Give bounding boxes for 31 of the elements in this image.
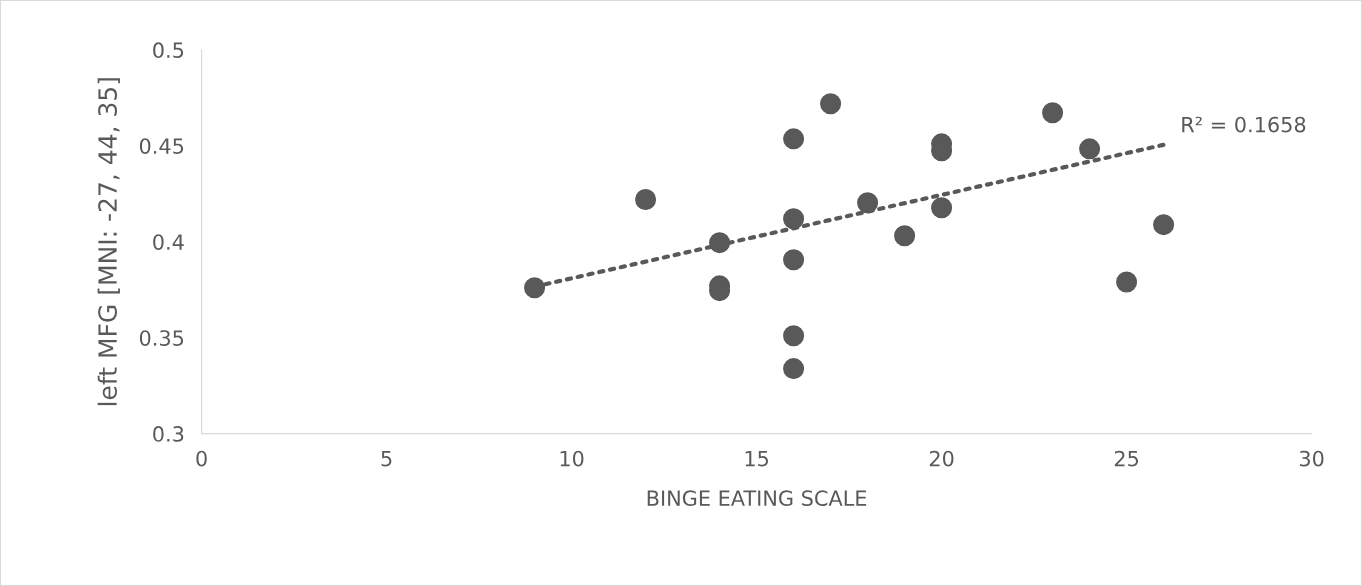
- point: [783, 208, 805, 230]
- point: [635, 188, 657, 211]
- point: [820, 93, 842, 115]
- x-tick-label: 30: [1299, 450, 1324, 467]
- y-tick-label: 0.4: [153, 234, 184, 250]
- point: [783, 249, 805, 271]
- x-tick-label: 5: [381, 450, 392, 467]
- point: [1042, 102, 1064, 124]
- x-tick-label: 0: [196, 450, 207, 467]
- x-tick-label: 25: [1114, 450, 1139, 467]
- x-tick-label: 10: [560, 450, 584, 467]
- y-tick-label: 0.45: [139, 138, 184, 154]
- y-axis-title: left MFG [MNI: -27, 44, 35]: [97, 78, 120, 406]
- x-tick-label: 15: [745, 450, 769, 467]
- annotation: R² = 0.1658: [1182, 116, 1306, 133]
- point: [709, 232, 731, 254]
- point: [783, 358, 805, 380]
- point: [1153, 214, 1175, 236]
- point: [783, 325, 805, 347]
- point: [783, 128, 805, 150]
- point: [931, 197, 953, 219]
- y-tick-label: 0.3: [153, 426, 184, 442]
- x-axis-title: BINGE EATING SCALE: [647, 490, 867, 507]
- point: [1079, 138, 1101, 160]
- point: [894, 225, 916, 247]
- x-tick-label: 20: [929, 450, 954, 467]
- point: [1116, 271, 1138, 293]
- y-tick-label: 0.5: [153, 42, 184, 59]
- y-tick-label: 0.35: [139, 330, 184, 346]
- point: [524, 277, 546, 299]
- point: [857, 192, 879, 214]
